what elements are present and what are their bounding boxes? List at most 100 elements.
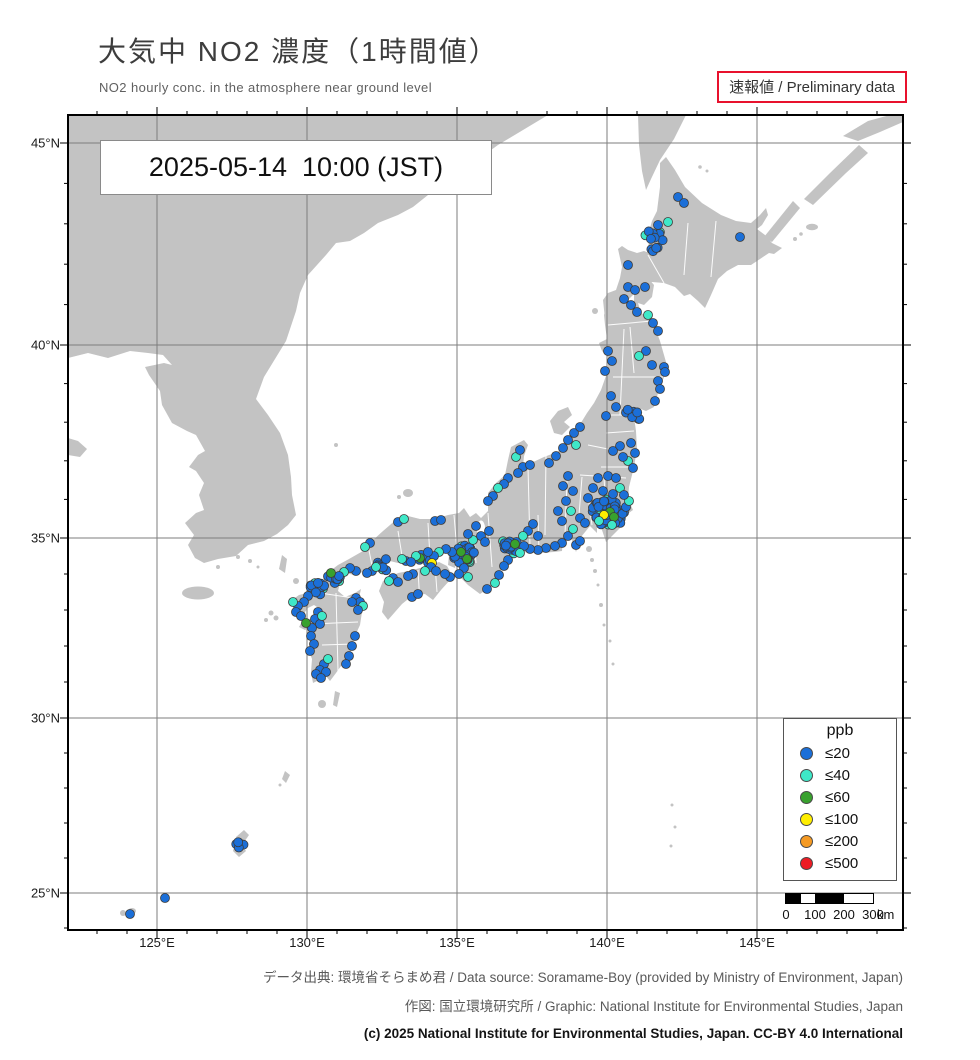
station-dot bbox=[593, 473, 603, 483]
tsushima bbox=[279, 555, 287, 573]
station-dot bbox=[673, 192, 683, 202]
scale-bar-tick-label: 200 bbox=[833, 907, 855, 922]
station-dot bbox=[347, 641, 357, 651]
station-dot bbox=[550, 541, 560, 551]
station-dot bbox=[160, 893, 170, 903]
kuril-corner bbox=[843, 115, 903, 141]
station-dot bbox=[553, 506, 563, 516]
station-dot bbox=[626, 438, 636, 448]
station-dot bbox=[561, 496, 571, 506]
station-dot bbox=[493, 483, 503, 493]
station-dot bbox=[571, 440, 581, 450]
station-dot bbox=[653, 220, 663, 230]
station-dot bbox=[563, 435, 573, 445]
scale-bar-tick-label: 0 bbox=[782, 907, 790, 922]
station-dot bbox=[515, 548, 525, 558]
station-dot bbox=[541, 543, 551, 553]
station-dot bbox=[463, 529, 473, 539]
station-dot bbox=[558, 443, 568, 453]
station-dot bbox=[301, 618, 311, 628]
station-dot bbox=[558, 481, 568, 491]
lon-axis-label: 125°E bbox=[139, 935, 175, 950]
legend-dot-icon bbox=[800, 768, 813, 782]
station-dot bbox=[643, 310, 653, 320]
station-dot bbox=[569, 428, 579, 438]
station-dot bbox=[233, 837, 244, 848]
station-dot bbox=[350, 631, 360, 641]
station-dot bbox=[641, 346, 651, 356]
amami bbox=[282, 771, 290, 783]
station-dot bbox=[483, 496, 493, 506]
scale-bar-tick-label: 100 bbox=[804, 907, 826, 922]
station-dot bbox=[640, 282, 650, 292]
station-dot bbox=[598, 486, 608, 496]
legend-entry-label: ≤100 bbox=[825, 810, 859, 828]
legend-title: ppb bbox=[826, 722, 854, 739]
footer-graphic-credit: 作図: 国立環境研究所 / Graphic: National Institut… bbox=[404, 999, 903, 1014]
hokkaido bbox=[603, 157, 782, 327]
legend-entry-label: ≤200 bbox=[825, 832, 859, 850]
station-dot bbox=[626, 300, 636, 310]
station-dot bbox=[630, 448, 640, 458]
legend-entry: ≤200 bbox=[784, 830, 896, 852]
scale-bar-segment bbox=[800, 894, 815, 903]
station-dot bbox=[360, 542, 370, 552]
station-dot bbox=[431, 566, 441, 576]
legend-dot-icon bbox=[800, 812, 813, 826]
scale-bar-segment bbox=[815, 894, 844, 903]
legend-entry-label: ≤20 bbox=[825, 744, 850, 762]
station-dot bbox=[609, 512, 619, 522]
station-dot bbox=[623, 260, 633, 270]
station-dot bbox=[420, 566, 430, 576]
station-dot bbox=[679, 198, 689, 208]
station-dot bbox=[482, 584, 492, 594]
station-dot bbox=[480, 537, 490, 547]
station-dot bbox=[513, 468, 523, 478]
map-border bbox=[67, 114, 904, 931]
station-dot bbox=[436, 515, 446, 525]
lon-axis-label: 145°E bbox=[739, 935, 775, 950]
station-dot bbox=[494, 570, 504, 580]
station-dot bbox=[362, 568, 372, 578]
scale-bar-unit: km bbox=[877, 907, 895, 922]
legend-dot-icon bbox=[800, 834, 813, 848]
shandong-tip bbox=[68, 438, 87, 457]
station-dot bbox=[463, 572, 473, 582]
yakushima bbox=[318, 700, 326, 708]
station-dot bbox=[606, 391, 616, 401]
timestamp-box: 2025-05-14 10:00 (JST) bbox=[100, 140, 492, 195]
station-dot bbox=[580, 518, 590, 528]
scale-bar-tick-label: 300 bbox=[862, 907, 884, 922]
station-dot bbox=[469, 547, 479, 558]
lon-axis-label: 140°E bbox=[589, 935, 625, 950]
station-dot bbox=[323, 654, 333, 664]
scale-bar-segment bbox=[844, 894, 873, 903]
etorofu bbox=[804, 145, 868, 205]
station-dot bbox=[619, 490, 629, 500]
japan-map-svg bbox=[60, 107, 911, 938]
station-dot bbox=[603, 346, 613, 356]
station-dot bbox=[557, 516, 567, 526]
station-dot bbox=[653, 376, 663, 386]
station-dot bbox=[735, 232, 745, 242]
station-dot bbox=[551, 451, 561, 461]
station-dot bbox=[510, 539, 520, 549]
station-dot bbox=[611, 402, 621, 412]
station-dot bbox=[341, 659, 351, 669]
legend-entry-label: ≤60 bbox=[825, 788, 850, 806]
lat-axis-label: 30°N bbox=[30, 710, 60, 726]
station-dot bbox=[648, 318, 658, 328]
station-dot bbox=[575, 422, 585, 432]
lat-axis-label: 45°N bbox=[30, 135, 60, 151]
station-dot bbox=[650, 396, 660, 406]
okushiri bbox=[592, 308, 598, 314]
legend-entry: ≤40 bbox=[784, 764, 896, 786]
lat-axis-label: 35°N bbox=[30, 530, 60, 546]
station-dot bbox=[515, 445, 525, 455]
legend-entry: ≤100 bbox=[784, 808, 896, 830]
station-dot bbox=[500, 540, 511, 551]
station-dot bbox=[384, 576, 394, 586]
station-dot bbox=[353, 605, 363, 615]
iki bbox=[293, 578, 299, 584]
station-dot bbox=[490, 578, 500, 588]
